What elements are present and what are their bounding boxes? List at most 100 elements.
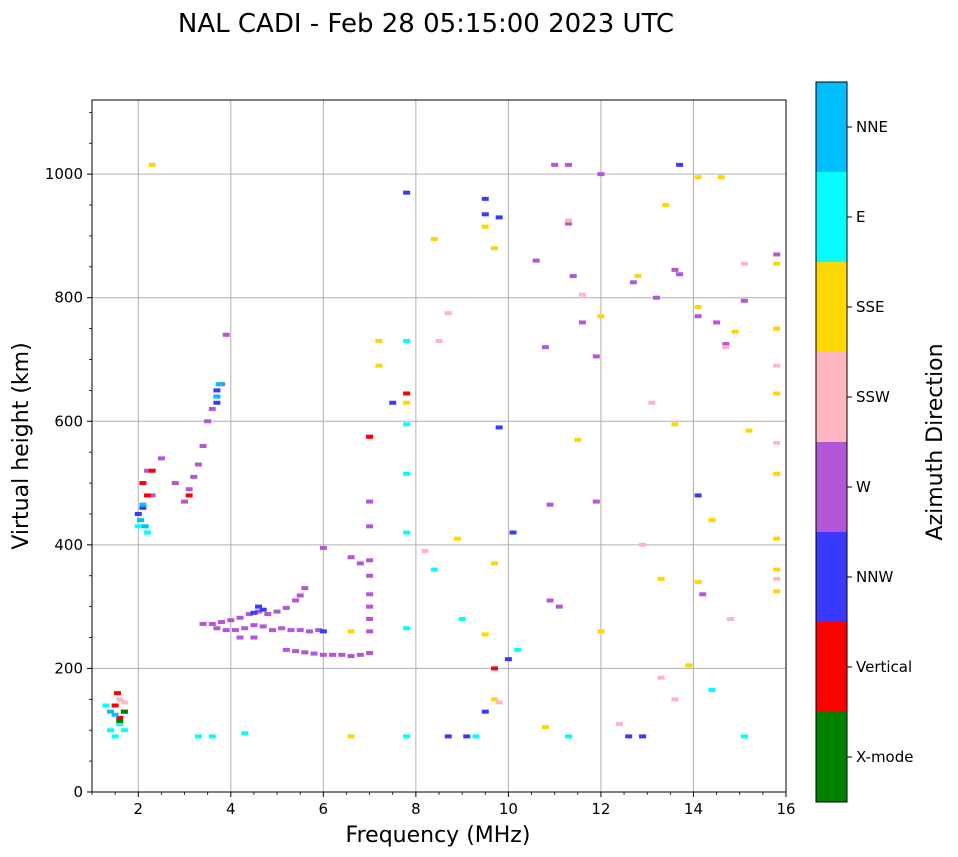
echo-point	[319, 545, 327, 550]
echo-point	[222, 628, 230, 633]
echo-point	[134, 524, 142, 529]
echo-point	[481, 212, 489, 217]
echo-point	[444, 734, 452, 739]
echo-point	[236, 635, 244, 640]
x-tick-label: 14	[684, 800, 703, 818]
echo-point	[347, 734, 355, 739]
echo-point	[199, 444, 207, 448]
echo-point	[356, 652, 364, 657]
echo-point	[144, 530, 152, 535]
echo-point	[699, 592, 707, 597]
echo-point	[366, 499, 374, 504]
x-tick-label: 2	[133, 800, 143, 818]
colorbar-tick-label: SSW	[856, 388, 890, 406]
echo-point	[296, 628, 304, 633]
echo-point	[287, 628, 295, 633]
echo-point	[430, 567, 438, 572]
echo-point	[255, 609, 263, 614]
echo-point	[347, 555, 355, 560]
echo-point	[773, 252, 781, 257]
echo-point	[726, 617, 734, 621]
echo-point	[250, 623, 258, 628]
echo-point	[495, 425, 503, 430]
echo-point	[629, 280, 637, 285]
echo-point	[403, 338, 411, 343]
echo-point	[578, 320, 586, 325]
echo-point	[181, 499, 189, 504]
echo-point	[273, 609, 281, 614]
echo-point	[157, 456, 165, 461]
echo-point	[292, 649, 300, 654]
colorbar-segment	[816, 262, 847, 352]
echo-point	[676, 162, 684, 167]
echo-point	[685, 663, 693, 668]
plot-background	[92, 100, 786, 792]
colorbar-tick-labels: X-mode Vertical NNW W SSW SSE E NNE	[847, 118, 913, 766]
echo-point	[366, 617, 374, 621]
echo-point	[227, 618, 235, 623]
echo-point	[694, 175, 702, 180]
echo-point	[366, 573, 374, 578]
echo-point	[319, 652, 327, 657]
echo-point	[268, 628, 276, 633]
echo-point	[218, 620, 226, 625]
echo-point	[435, 338, 443, 343]
echo-point	[329, 652, 337, 657]
echo-point	[717, 175, 725, 180]
colorbar-segment	[816, 712, 847, 802]
plot-frame	[91, 99, 787, 793]
echo-point	[597, 172, 605, 177]
echo-point	[305, 629, 313, 634]
echo-point	[773, 261, 781, 266]
echo-point	[375, 338, 383, 343]
x-axis-ticks: 2 4 6 8 10 12 14 16	[133, 792, 796, 818]
echo-point	[137, 518, 145, 523]
echo-point	[773, 576, 781, 581]
y-axis-label: Virtual height (km)	[9, 342, 34, 549]
echo-point	[366, 524, 374, 529]
echo-point	[639, 734, 647, 739]
echo-point	[403, 190, 411, 195]
plot-area: 2 4 6 8 10 12 14 16 0 200 400 600 800 1000	[45, 99, 796, 818]
grid	[92, 100, 786, 792]
colorbar-segment	[816, 622, 847, 712]
echo-point	[458, 617, 466, 621]
echo-point	[694, 493, 702, 498]
y-axis-ticks: 0 200 400 600 800 1000	[45, 165, 92, 801]
echo-point	[731, 329, 739, 334]
echo-point	[148, 162, 156, 167]
x-axis-label: Frequency (MHz)	[346, 823, 531, 848]
echo-point	[648, 400, 656, 405]
echo-point	[120, 728, 128, 733]
echo-point	[222, 332, 230, 337]
echo-point	[421, 549, 429, 554]
echo-point	[215, 382, 223, 387]
echo-point	[676, 272, 684, 277]
echo-point	[259, 624, 267, 629]
echo-point	[532, 258, 540, 263]
echo-point	[773, 567, 781, 572]
echo-point	[708, 688, 716, 693]
echo-point	[116, 715, 124, 720]
echo-point	[113, 691, 121, 696]
echo-point	[708, 518, 716, 523]
echo-point	[565, 221, 573, 226]
colorbar-segment	[816, 532, 847, 622]
echo-point	[657, 576, 665, 581]
echo-points	[102, 162, 781, 739]
echo-point	[111, 703, 119, 708]
colorbar-tick-label: X-mode	[856, 748, 913, 766]
echo-point	[194, 734, 202, 739]
echo-point	[694, 579, 702, 584]
echo-point	[773, 589, 781, 594]
colorbar-tick-label: Vertical	[856, 658, 912, 676]
echo-point	[722, 342, 730, 347]
echo-point	[250, 610, 258, 615]
colorbar-label: Azimuth Direction	[923, 343, 948, 540]
echo-point	[194, 462, 202, 467]
echo-point	[569, 274, 577, 279]
echo-point	[134, 511, 142, 516]
x-tick-label: 4	[226, 800, 236, 818]
echo-point	[208, 406, 216, 411]
